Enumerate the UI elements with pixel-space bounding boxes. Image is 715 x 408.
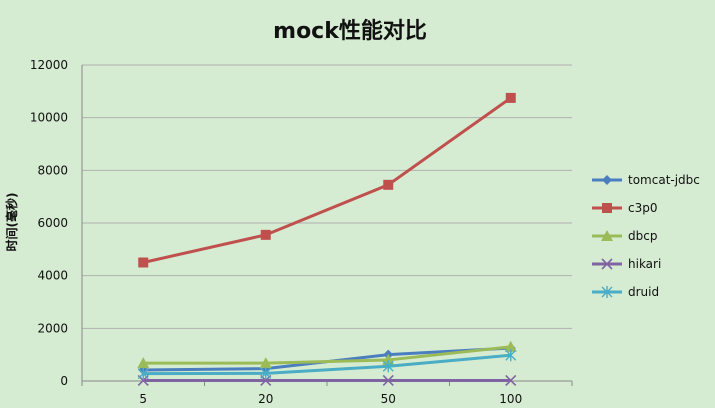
legend-item: dbcp [592, 229, 657, 243]
x-tick-label: 100 [499, 392, 522, 406]
legend-item: hikari [592, 257, 661, 271]
series-c3p0 [138, 92, 516, 268]
gridlines [82, 64, 572, 329]
chart-title: mock性能对比 [273, 18, 427, 44]
legend-label: hikari [628, 257, 661, 271]
data-point [504, 340, 517, 352]
data-point [260, 367, 272, 380]
data-point [505, 349, 517, 362]
legend-marker [602, 203, 612, 213]
legend-marker [601, 230, 613, 241]
data-point [382, 374, 394, 387]
y-tick-label: 6000 [37, 216, 68, 230]
legend-item: c3p0 [592, 201, 657, 215]
legend-label: c3p0 [628, 201, 657, 215]
data-point [383, 179, 394, 190]
legend-marker [601, 258, 613, 270]
data-point [137, 367, 149, 380]
legend-item: tomcat-jdbc [592, 173, 700, 187]
data-point [259, 357, 272, 369]
y-tick-label: 2000 [37, 321, 68, 335]
legend-marker [601, 286, 613, 298]
series-lines [137, 92, 517, 387]
x-tick-label: 20 [258, 392, 273, 406]
data-point [505, 92, 516, 103]
series-druid [137, 349, 517, 380]
series-dbcp [137, 340, 517, 369]
y-tick-label: 0 [60, 374, 68, 388]
legend-label: tomcat-jdbc [628, 173, 700, 187]
legend-marker [602, 175, 612, 185]
legend-label: druid [628, 285, 659, 299]
series-line [143, 353, 511, 376]
x-tick-label: 5 [139, 392, 147, 406]
series-line [143, 345, 511, 365]
data-point [505, 374, 517, 387]
x-tick-label: 50 [381, 392, 396, 406]
y-tick-label: 8000 [37, 163, 68, 177]
y-tick-label: 4000 [37, 269, 68, 283]
data-point [260, 229, 271, 240]
axes: 0 2000 4000 6000 8000 10000 12000 5 20 50 100 [30, 58, 573, 406]
data-point [138, 257, 149, 268]
data-point [382, 360, 394, 373]
y-tick-label: 10000 [30, 111, 68, 125]
y-axis-label: 时间(毫秒) [4, 193, 19, 252]
data-point [382, 353, 395, 365]
series-line [142, 96, 512, 264]
legend-item: druid [592, 285, 659, 299]
y-tick-label: 12000 [30, 58, 68, 72]
legend: tomcat-jdbc c3p0 dbcp hikari druid [592, 173, 700, 299]
legend-label: dbcp [628, 229, 657, 243]
data-point [137, 357, 150, 369]
